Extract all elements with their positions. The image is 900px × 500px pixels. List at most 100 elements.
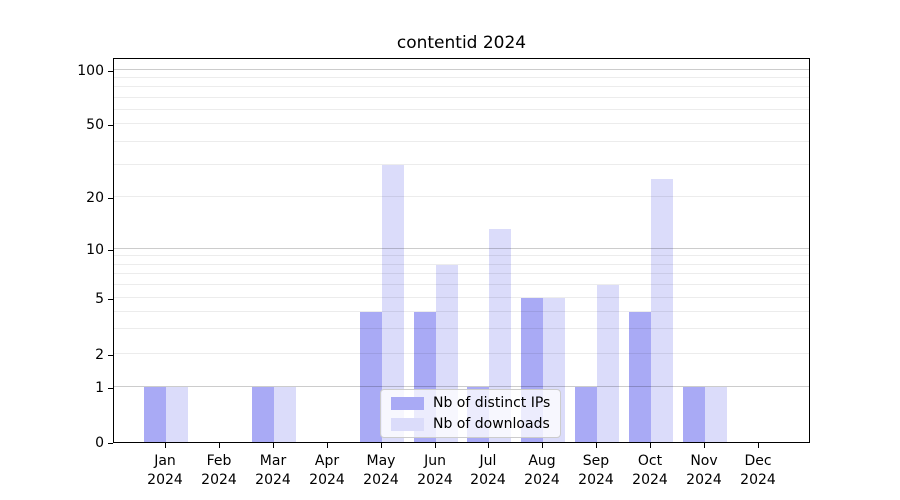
bar-distinct-ips-oct: [629, 312, 652, 442]
x-tick-month: Feb: [206, 453, 232, 469]
x-axis-tick-label-may: May 2024: [349, 452, 413, 490]
minor-gridline-40: [114, 141, 809, 142]
minor-gridline-4: [114, 311, 809, 312]
y-axis-tick-label-0: 0: [95, 435, 104, 451]
x-tick-month: Jan: [154, 453, 176, 469]
minor-gridline-5: [114, 297, 809, 298]
bar-downloads-may: [381, 165, 404, 442]
x-tick-month: May: [366, 453, 396, 469]
bar-distinct-ips-may: [359, 312, 382, 442]
bar-distinct-ips-sep: [575, 387, 598, 442]
bar-distinct-ips-nov: [683, 387, 705, 442]
x-tick-month: Nov: [690, 453, 718, 469]
legend-item-downloads: Nb of downloads: [391, 415, 550, 433]
x-tick-mark-apr: [327, 443, 328, 448]
x-tick-year: 2024: [470, 472, 506, 488]
y-tick-mark-20: [108, 198, 113, 199]
x-tick-mark-sep: [596, 443, 597, 448]
x-axis-tick-label-feb: Feb 2024: [187, 452, 251, 490]
plot-area: [113, 58, 810, 443]
x-tick-year: 2024: [632, 472, 668, 488]
x-tick-mark-feb: [219, 443, 220, 448]
x-tick-mark-dec: [758, 443, 759, 448]
bar-downloads-nov: [705, 387, 727, 442]
y-tick-mark-10: [108, 250, 113, 251]
y-axis-tick-label-50: 50: [86, 117, 104, 133]
y-axis-tick-label-100: 100: [77, 63, 104, 79]
x-axis-tick-label-apr: Apr 2024: [295, 452, 359, 490]
minor-gridline-9: [114, 255, 809, 256]
x-axis-tick-label-sep: Sep 2024: [564, 452, 628, 490]
x-tick-mark-jan: [165, 443, 166, 448]
x-tick-year: 2024: [740, 472, 776, 488]
x-axis-tick-label-aug: Aug 2024: [510, 452, 574, 490]
x-tick-year: 2024: [309, 472, 345, 488]
y-axis-tick-label-20: 20: [86, 190, 104, 206]
minor-gridline-80: [114, 86, 809, 87]
major-gridline-10: [114, 248, 809, 249]
x-axis-tick-label-jan: Jan 2024: [133, 452, 197, 490]
legend-label-distinct-ips: Nb of distinct IPs: [433, 395, 551, 411]
x-axis-tick-label-mar: Mar 2024: [241, 452, 305, 490]
bar-distinct-ips-mar: [251, 387, 274, 442]
y-axis-tick-label-10: 10: [86, 242, 104, 258]
legend-swatch-distinct-ips: [391, 396, 424, 410]
minor-gridline-7: [114, 273, 809, 274]
minor-gridline-30: [114, 164, 809, 165]
x-tick-month: Oct: [637, 453, 663, 469]
x-tick-month: Jul: [479, 453, 497, 469]
x-tick-year: 2024: [147, 472, 183, 488]
minor-gridline-70: [114, 97, 809, 98]
x-axis-tick-label-jun: Jun 2024: [403, 452, 467, 490]
x-tick-mark-nov: [704, 443, 705, 448]
x-axis-tick-label-nov: Nov 2024: [672, 452, 736, 490]
minor-gridline-90: [114, 77, 809, 78]
legend-label-downloads: Nb of downloads: [433, 416, 550, 432]
chart-title: contentid 2024: [396, 33, 527, 53]
y-tick-mark-2: [108, 355, 113, 356]
bar-downloads-oct: [651, 179, 674, 442]
x-tick-mark-may: [381, 443, 382, 448]
y-axis-tick-label-1: 1: [95, 380, 104, 396]
x-tick-year: 2024: [578, 472, 614, 488]
y-axis-tick-label-5: 5: [95, 291, 104, 307]
x-tick-year: 2024: [255, 472, 291, 488]
bar-downloads-sep: [597, 285, 620, 442]
x-tick-mark-jul: [488, 443, 489, 448]
y-axis-tick-label-2: 2: [95, 347, 104, 363]
x-axis-tick-label-oct: Oct 2024: [618, 452, 682, 490]
y-tick-mark-50: [108, 125, 113, 126]
bar-downloads-jul: [489, 229, 512, 442]
x-tick-month: Sep: [582, 453, 610, 469]
bar-downloads-jan: [166, 387, 188, 442]
legend-swatch-downloads: [391, 417, 424, 431]
minor-gridline-2: [114, 353, 809, 354]
bar-downloads-mar: [273, 387, 296, 442]
x-tick-mark-mar: [273, 443, 274, 448]
x-tick-year: 2024: [524, 472, 560, 488]
y-tick-mark-5: [108, 299, 113, 300]
x-tick-mark-oct: [650, 443, 651, 448]
y-tick-mark-1: [108, 388, 113, 389]
major-gridline-1: [114, 386, 809, 387]
x-tick-month: Aug: [528, 453, 556, 469]
bar-distinct-ips-jan: [144, 387, 166, 442]
x-tick-year: 2024: [363, 472, 399, 488]
x-tick-year: 2024: [201, 472, 237, 488]
legend-item-distinct-ips: Nb of distinct IPs: [391, 394, 550, 412]
minor-gridline-6: [114, 284, 809, 285]
minor-gridline-20: [114, 196, 809, 197]
minor-gridline-60: [114, 109, 809, 110]
x-tick-year: 2024: [686, 472, 722, 488]
x-tick-year: 2024: [417, 472, 453, 488]
x-tick-month: Apr: [314, 453, 340, 469]
x-tick-month: Jun: [424, 453, 446, 469]
y-tick-mark-0: [108, 443, 113, 444]
legend: Nb of distinct IPs Nb of downloads: [380, 389, 562, 438]
x-tick-mark-jun: [435, 443, 436, 448]
y-tick-mark-100: [108, 71, 113, 72]
major-gridline-100: [114, 69, 809, 70]
x-tick-mark-aug: [542, 443, 543, 448]
minor-gridline-50: [114, 123, 809, 124]
